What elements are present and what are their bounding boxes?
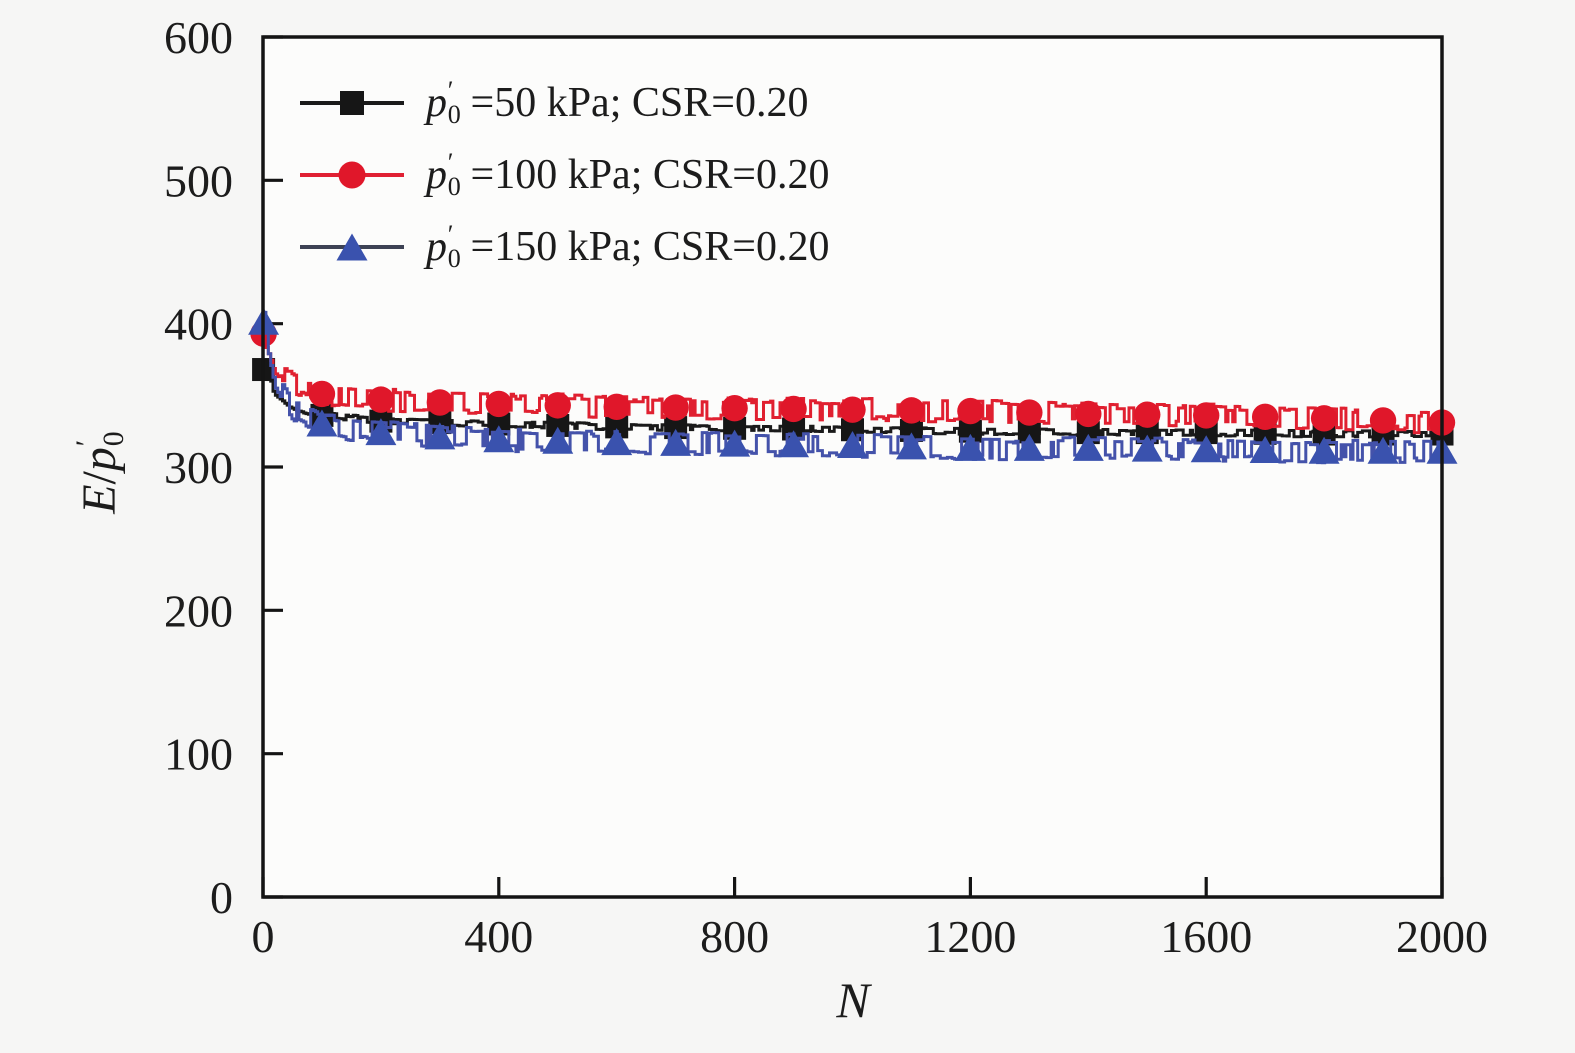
x-tick-label: 800 xyxy=(700,911,769,962)
circle-marker-icon xyxy=(338,161,366,189)
x-tick-label: 1200 xyxy=(924,911,1016,962)
triangle-marker-icon xyxy=(336,233,368,261)
y-tick-label: 0 xyxy=(210,872,233,923)
legend: p ′ 0 =50 kPa; CSR=0.20 p ′ 0 =100 kPa; CSR=0.… xyxy=(300,67,829,283)
x-tick-label: 1600 xyxy=(1160,911,1252,962)
legend-label-150kpa: p ′ 0 =150 kPa; CSR=0.20 xyxy=(426,220,830,273)
y-axis-label: E/p ′ 0 xyxy=(69,420,131,514)
legend-item-150kpa: p ′ 0 =150 kPa; CSR=0.20 xyxy=(300,211,829,283)
x-tick-label: 400 xyxy=(464,911,533,962)
y-tick-label: 100 xyxy=(164,729,233,780)
y-label-slash: / xyxy=(72,471,126,485)
y-label-E: E xyxy=(72,484,126,514)
legend-line-sample-black xyxy=(300,91,404,115)
y-tick-label: 500 xyxy=(164,155,233,206)
y-tick-label: 400 xyxy=(164,299,233,350)
y-tick-label: 300 xyxy=(164,442,233,493)
y-label-prime-sub: ′ 0 xyxy=(69,431,131,447)
x-tick-label: 2000 xyxy=(1396,911,1488,962)
legend-line-sample-red xyxy=(300,161,404,189)
x-tick-label: 0 xyxy=(252,911,275,962)
y-tick-label: 200 xyxy=(164,585,233,636)
legend-label-100kpa: p ′ 0 =100 kPa; CSR=0.20 xyxy=(426,148,830,201)
legend-item-100kpa: p ′ 0 =100 kPa; CSR=0.20 xyxy=(300,139,829,211)
legend-item-50kpa: p ′ 0 =50 kPa; CSR=0.20 xyxy=(300,67,829,139)
square-marker-icon xyxy=(340,91,364,115)
y-label-p: p xyxy=(72,447,126,472)
x-axis-label: N xyxy=(836,972,870,1028)
legend-label-50kpa: p ′ 0 =50 kPa; CSR=0.20 xyxy=(426,76,809,129)
y-tick-label: 600 xyxy=(164,12,233,63)
legend-line-sample-blue xyxy=(300,233,404,261)
